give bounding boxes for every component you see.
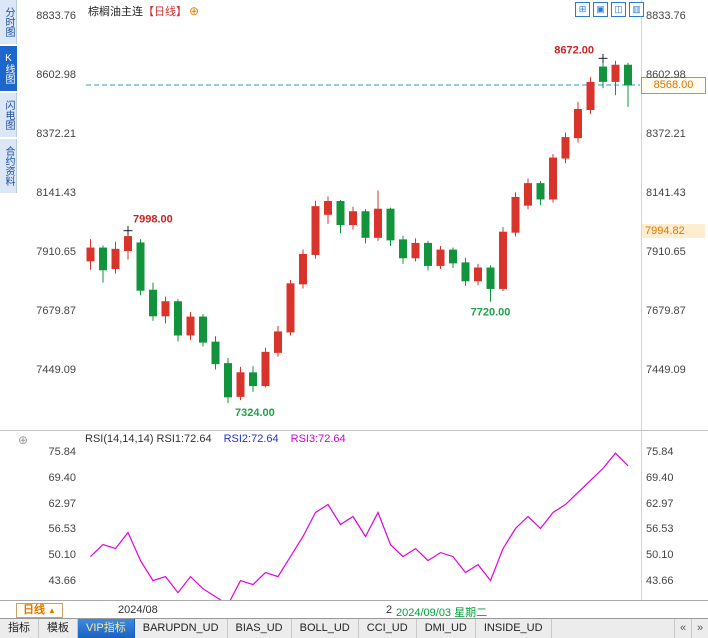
tab-CCI_UD[interactable]: CCI_UD [359, 619, 417, 638]
time-axis: 日线 ▲ 2024/08 2 2024/09/03 星期二 [0, 600, 708, 619]
rsi-panel-divider [0, 430, 708, 431]
rsi-axis-tick: 75.84 [646, 446, 674, 458]
sidebar-item-闪电图[interactable]: 闪电图 [0, 93, 17, 137]
expand-layout-icon[interactable]: ▥ [629, 2, 644, 17]
rsi-axis-tick: 43.66 [646, 575, 674, 587]
rsi-header: RSI(14,14,14) RSI1:72.64 RSI2:72.64 RSI3… [85, 433, 346, 445]
rsi-label-2: RSI2:72.64 [223, 433, 279, 445]
svg-text:8672.00: 8672.00 [554, 44, 594, 56]
period-tag: 【日线】 [143, 6, 187, 18]
split-layout-icon[interactable]: ◫ [611, 2, 626, 17]
price-axis-tick: 8602.98 [646, 69, 686, 81]
rsi-axis-tick: 50.10 [646, 549, 674, 562]
price-axis-tick: 7679.87 [36, 304, 76, 317]
rsi-axis-tick: 69.40 [646, 471, 674, 484]
add-indicator-icon[interactable]: ⊕ [189, 4, 200, 18]
tab-INSIDE_UD[interactable]: INSIDE_UD [476, 619, 552, 638]
svg-text:7720.00: 7720.00 [471, 307, 511, 319]
rsi-label-3: RSI3:72.64 [290, 433, 346, 445]
time-axis-label: 2024/09/03 星期二 [396, 607, 488, 619]
sidebar-item-分时图[interactable]: 分时图 [0, 0, 17, 44]
svg-text:7998.00: 7998.00 [133, 214, 173, 226]
indicator-tab-bar: 指标 模板 VIP指标 BARUPDN_UD BIAS_UD BOLL_UD CCI_UD D… [0, 618, 708, 638]
rsi-axis-tick: 62.97 [646, 497, 674, 510]
period-label: 日线 [23, 604, 45, 616]
tab-VIP指标[interactable]: VIP指标 [78, 619, 135, 638]
price-axis-tick: 8141.43 [36, 186, 76, 199]
price-axis-tick: 8602.98 [36, 69, 76, 81]
rsi-axis-tick: 43.66 [48, 575, 76, 587]
rsi-label-main: RSI(14,14,14) RSI1:72.64 [85, 433, 212, 445]
period-selector-button[interactable]: 日线 ▲ [16, 603, 63, 618]
price-axis-tick: 7449.09 [36, 364, 76, 376]
tab-scroll-left-button[interactable]: « [674, 619, 691, 638]
current-price-label: 8568.00 [641, 76, 706, 94]
tab-scroll-right-button[interactable]: » [691, 619, 708, 638]
chart-layout-icon[interactable]: ▣ [593, 2, 608, 17]
grid-layout-icon[interactable]: ⊞ [575, 2, 590, 17]
rsi-add-icon[interactable]: ⊕ [18, 433, 29, 447]
price-axis-tick: 7679.87 [646, 304, 686, 317]
chart-title: 棕榈油主连【日线】 ⊕ [88, 3, 199, 19]
svg-text:7324.00: 7324.00 [235, 407, 275, 419]
sidebar-item-合约资料[interactable]: 合约资料 [0, 139, 17, 193]
price-axis-tick: 7910.65 [646, 245, 686, 258]
price-axis-tick: 8372.21 [646, 127, 686, 140]
tab-BOLL_UD[interactable]: BOLL_UD [292, 619, 359, 638]
tab-BIAS_UD[interactable]: BIAS_UD [228, 619, 292, 638]
rsi-axis-tick: 75.84 [48, 446, 76, 458]
tab-DMI_UD[interactable]: DMI_UD [417, 619, 476, 638]
price-axis-tick: 8141.43 [646, 186, 686, 199]
instrument-name: 棕榈油主连 [88, 6, 143, 18]
price-axis-tick: 7449.09 [646, 364, 686, 376]
time-axis-label: 2024/08 [118, 604, 158, 616]
price-axis-tick: 7910.65 [36, 245, 76, 258]
rsi-axis-tick: 69.40 [48, 471, 76, 484]
up-arrow-icon: ▲ [48, 606, 56, 615]
sidebar-item-K线图[interactable]: K线图 [0, 46, 17, 91]
rsi-axis-tick: 50.10 [48, 549, 76, 562]
price-axis-tick: 8833.76 [646, 10, 686, 22]
rsi-axis-tick: 62.97 [48, 497, 76, 510]
right-axis-divider [641, 0, 642, 600]
tab-BARUPDN_UD[interactable]: BARUPDN_UD [135, 619, 228, 638]
rsi-axis-tick: 56.53 [48, 523, 76, 536]
time-axis-label: 2 [386, 604, 393, 616]
price-axis-tick: 8372.21 [36, 127, 76, 140]
rsi-axis-tick: 56.53 [646, 523, 674, 536]
price-axis-tick: 8833.76 [36, 10, 76, 22]
tab-模板[interactable]: 模板 [39, 619, 78, 638]
tab-指标[interactable]: 指标 [0, 619, 39, 638]
window-controls: ⊞ ▣ ◫ ▥ [575, 2, 644, 17]
left-sidebar: 分时图 K线图闪电图合约资料 [0, 0, 17, 195]
tab-scroll-group: «» [674, 619, 708, 638]
settlement-price-label: 7994.82 [642, 224, 705, 239]
